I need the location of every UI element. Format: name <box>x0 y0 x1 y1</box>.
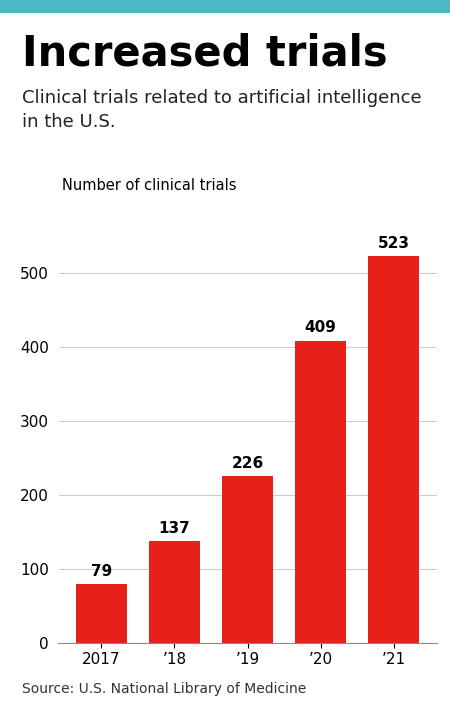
Text: Clinical trials related to artificial intelligence
in the U.S.: Clinical trials related to artificial in… <box>22 89 422 131</box>
Text: Source: U.S. National Library of Medicine: Source: U.S. National Library of Medicin… <box>22 682 307 696</box>
Text: 226: 226 <box>231 456 264 471</box>
Text: Increased trials: Increased trials <box>22 32 388 74</box>
Bar <box>368 256 419 643</box>
Bar <box>76 584 127 643</box>
Bar <box>222 476 273 643</box>
Text: 409: 409 <box>305 321 337 336</box>
Bar <box>295 341 346 643</box>
Text: 137: 137 <box>158 521 190 536</box>
Text: Number of clinical trials: Number of clinical trials <box>62 178 237 193</box>
Bar <box>149 541 200 643</box>
Text: 79: 79 <box>90 564 112 579</box>
Text: 523: 523 <box>378 236 410 251</box>
